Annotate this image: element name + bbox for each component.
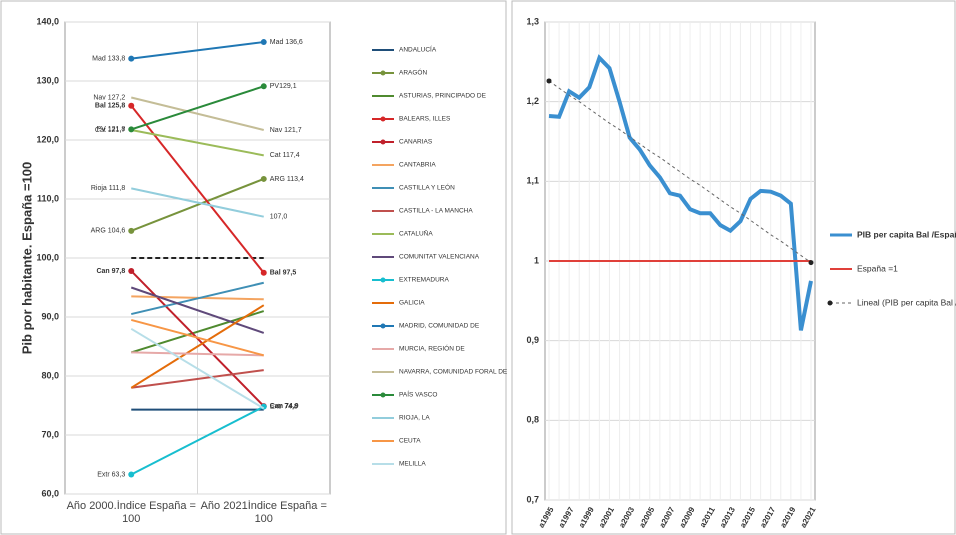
series-line	[548, 80, 812, 264]
series-line	[130, 286, 265, 334]
y-tick-label: 120,0	[36, 134, 59, 144]
legend-label: CASTILLA - LA MANCHA	[399, 208, 473, 215]
y-tick-label: 60,0	[41, 488, 59, 498]
x-tick-label-box: Año 2000.Índice España = 100	[66, 500, 196, 525]
value-label: PV 121,8	[96, 126, 125, 133]
point-marker	[128, 102, 135, 109]
legend-label: EXTREMADURA	[399, 277, 450, 284]
series-line	[130, 178, 265, 232]
legend-marker	[380, 277, 386, 283]
value-label: Nav 127,2	[93, 94, 125, 101]
legend-label: CANARIAS	[399, 139, 433, 146]
point-marker	[128, 126, 135, 133]
series-line	[131, 187, 264, 218]
legend-label: CEUTA	[399, 438, 421, 445]
value-label: Cat 117,4	[270, 152, 300, 159]
value-label: Extr 74,8	[270, 404, 298, 411]
trend-end-marker	[546, 78, 552, 84]
legend-label: BALEARS, ILLES	[399, 116, 451, 123]
value-label: Mad 133,8	[92, 55, 125, 62]
y-tick-label: 0,8	[526, 415, 539, 425]
series-line	[130, 85, 265, 131]
y-axis-title: Pib por habitante. España =100	[19, 162, 34, 355]
legend-label: Lineal (PIB per capita Bal /España)	[857, 297, 956, 307]
value-label: Can 74,9	[270, 403, 299, 410]
point-marker	[128, 267, 135, 274]
legend-label: MELILLA	[399, 461, 426, 468]
legend-label: CATALUÑA	[399, 229, 433, 238]
series-line	[131, 41, 264, 60]
value-label: ARG 104,6	[91, 228, 126, 235]
y-tick-label: 140,0	[36, 16, 59, 26]
legend-marker	[380, 323, 386, 329]
point-marker	[128, 55, 135, 62]
legend-label: COMUNITAT VALENCIANA	[399, 254, 480, 261]
legend-marker	[380, 116, 386, 122]
series-line	[131, 281, 264, 316]
legend-label: GALICIA	[399, 300, 425, 307]
point-marker	[128, 471, 135, 478]
value-label: Rioja 111,8	[91, 185, 125, 192]
legend-label: CASTILLA Y LEÓN	[399, 183, 455, 192]
legend-label: España =1	[857, 263, 898, 273]
point-marker	[260, 175, 267, 182]
value-label: Can 97,8	[96, 268, 125, 275]
legend-marker	[827, 300, 833, 306]
series-line	[131, 351, 264, 357]
legend-marker	[380, 70, 386, 76]
point-marker	[260, 39, 267, 46]
series-line	[131, 369, 264, 389]
value-label: Mad 136,6	[270, 39, 303, 46]
legend-label: PAÍS VASCO	[399, 390, 437, 399]
y-tick-label: 80,0	[41, 370, 59, 380]
legend-label: RIOJA, LA	[399, 415, 430, 422]
series-line	[548, 54, 813, 331]
y-tick-label: 1,3	[526, 16, 539, 26]
legend-marker	[380, 392, 386, 398]
legend-label: MURCIA, REGIÓN DE	[399, 344, 465, 353]
x-tick-label-box: Año 2021Índice España = 100	[200, 500, 327, 525]
legend-marker	[380, 139, 386, 145]
value-label: Bal 125,8	[95, 103, 125, 110]
y-tick-label: 1,1	[526, 176, 539, 186]
point-marker	[128, 227, 135, 234]
legend-label: ANDALUCÍA	[399, 45, 437, 54]
series-line	[130, 327, 265, 410]
series-line	[130, 318, 265, 357]
trend-end-marker	[808, 260, 814, 266]
value-label: Extr 63,3	[97, 471, 125, 478]
value-label: ARG 113,4	[270, 176, 304, 183]
y-tick-label: 100,0	[36, 252, 59, 262]
y-tick-label: 0,9	[526, 335, 539, 345]
series-line	[131, 96, 264, 131]
y-tick-label: 1	[534, 255, 539, 265]
y-tick-label: 0,7	[526, 494, 539, 504]
legend-label: MADRID, COMUNIDAD DE	[399, 323, 480, 330]
legend-label: ASTURIAS, PRINCIPADO DE	[399, 93, 487, 100]
point-marker	[260, 83, 267, 90]
series-line	[130, 304, 265, 389]
y-tick-label: 90,0	[41, 311, 59, 321]
legend-label: NAVARRA, COMUNIDAD FORAL DE	[399, 369, 508, 376]
series-line	[130, 405, 265, 476]
legend-label: ARAGÓN	[399, 68, 427, 77]
x-tick-label: Año 2021Índice España = 100	[200, 500, 327, 525]
point-marker	[260, 269, 267, 276]
y-tick-label: 70,0	[41, 429, 59, 439]
value-label: Cat 121,7	[95, 127, 125, 134]
legend-label: PIB per capita Bal /España	[857, 229, 956, 239]
value-label: PV129,1	[270, 83, 297, 90]
value-label: Nav 121,7	[270, 127, 302, 134]
legend-label: CANTABRIA	[399, 162, 436, 169]
y-tick-label: 130,0	[36, 75, 59, 85]
y-tick-label: 110,0	[37, 193, 59, 203]
value-label: 107,0	[270, 214, 288, 221]
x-tick-label: Año 2000.Índice España = 100	[66, 500, 196, 525]
series-line	[131, 128, 264, 157]
y-tick-label: 1,2	[526, 96, 539, 106]
value-label: Bal 97,5	[270, 270, 297, 277]
